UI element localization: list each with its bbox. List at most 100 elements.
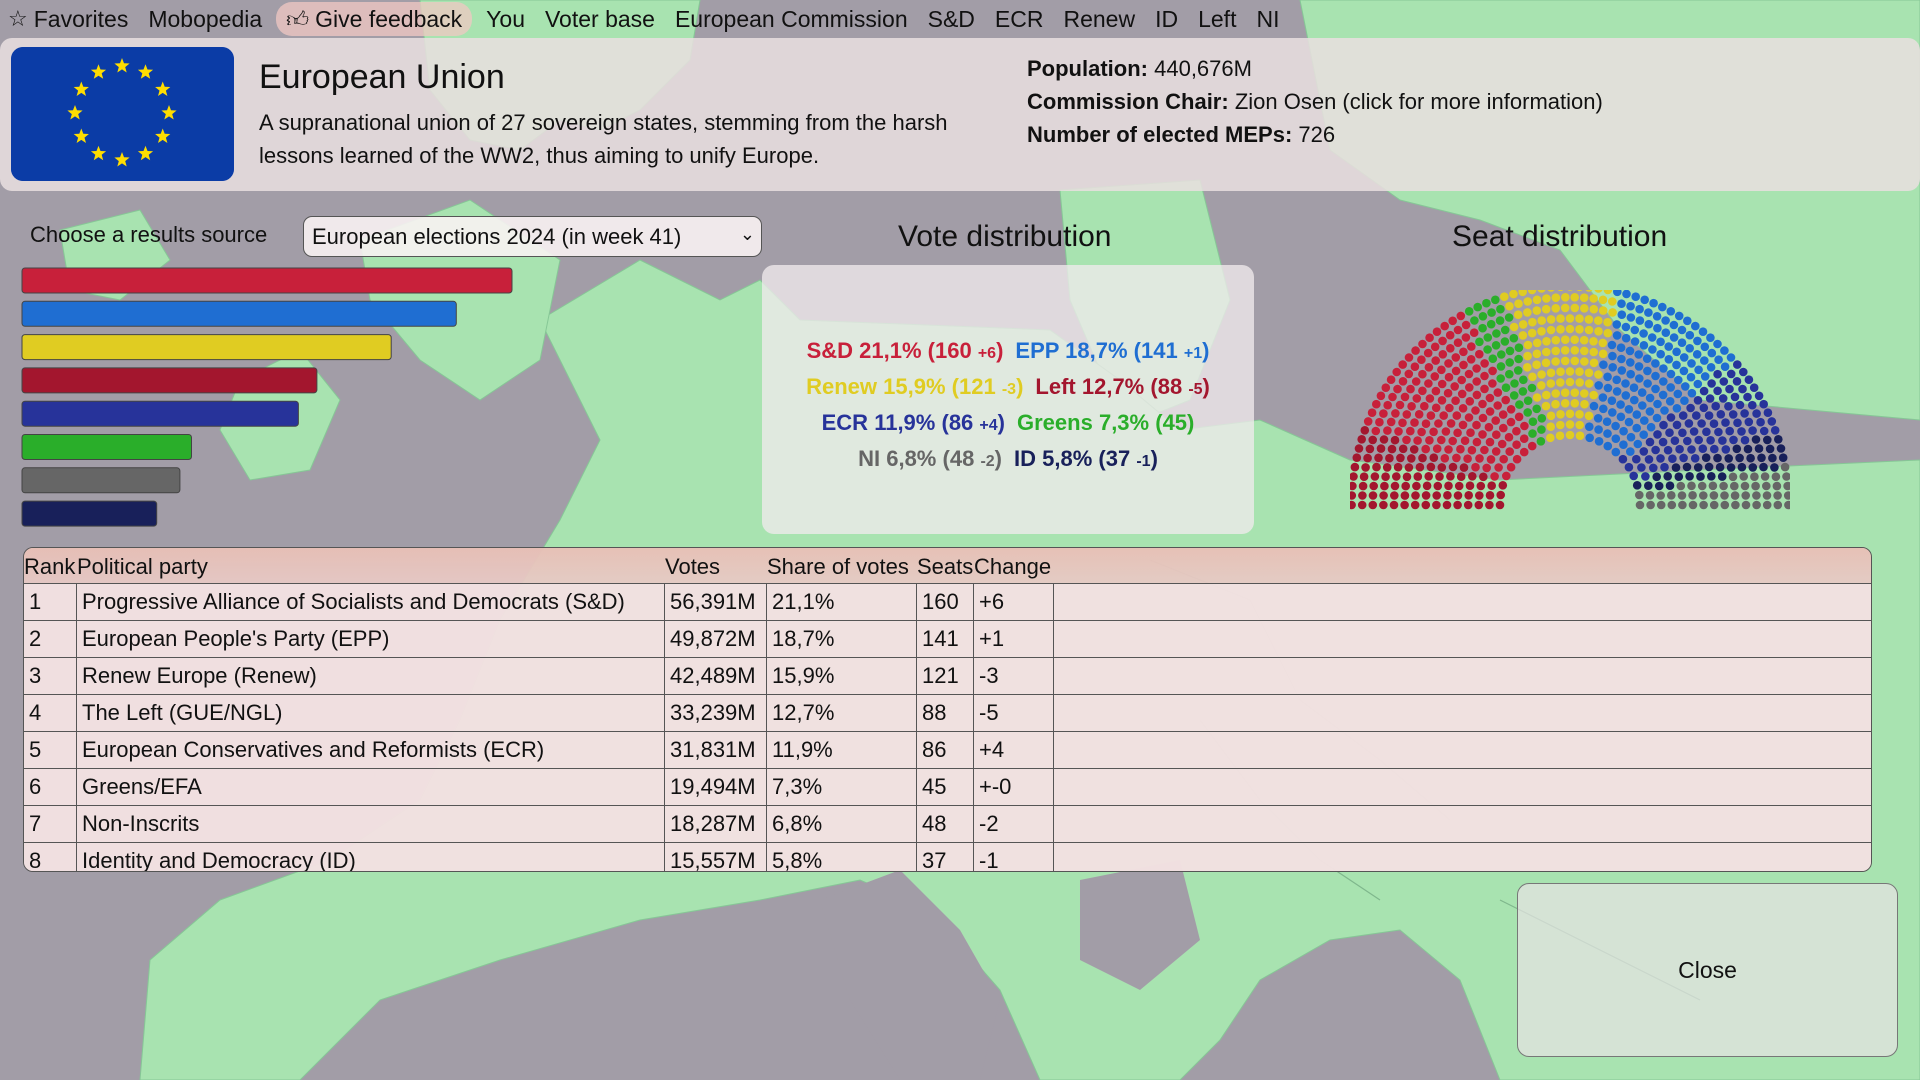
seat-epp — [1664, 342, 1673, 351]
table-row: 1 Progressive Alliance of Socialists and … — [24, 583, 1871, 620]
seat-sd — [1410, 418, 1419, 427]
seat-ecr — [1749, 383, 1759, 392]
seat-renew — [1560, 303, 1570, 313]
seat-left — [1381, 472, 1390, 481]
menu-favorites[interactable]: ☆ Favorites — [0, 2, 138, 36]
seat-renew — [1546, 368, 1556, 378]
menu-ecr[interactable]: ECR — [985, 2, 1054, 36]
seat-sd — [1519, 434, 1529, 443]
seat-renew — [1575, 325, 1584, 334]
seat-sd — [1457, 389, 1467, 399]
seat-sd — [1363, 417, 1373, 426]
vote-entry-party: ID — [1014, 446, 1036, 471]
seat-ecr — [1656, 454, 1665, 463]
seat-left — [1361, 463, 1370, 472]
meps-label: Number of elected MEPs: — [1027, 122, 1293, 147]
seat-ni — [1697, 481, 1707, 491]
seat-epp — [1656, 337, 1665, 347]
seat-renew — [1565, 430, 1575, 440]
seat-ecr — [1687, 445, 1696, 454]
vote-entry-party: S&D — [806, 338, 854, 363]
seat-sd — [1484, 422, 1494, 432]
seat-sd — [1465, 397, 1475, 406]
seat-epp — [1640, 295, 1649, 305]
seat-epp — [1639, 341, 1649, 350]
seat-renew — [1560, 346, 1570, 355]
seat-sd — [1506, 417, 1516, 427]
seat-renew — [1537, 327, 1546, 336]
seat-greens — [1492, 329, 1501, 338]
seat-left — [1398, 444, 1408, 454]
menu-european-commission[interactable]: European Commission — [665, 2, 918, 36]
menu-voter-base[interactable]: Voter base — [535, 2, 665, 36]
table-row: 4 The Left (GUE/NGL) 33,239M 12,7% 88 -5 — [24, 694, 1871, 731]
menu-id[interactable]: ID — [1145, 2, 1188, 36]
seat-epp — [1602, 417, 1612, 426]
seat-renew — [1551, 399, 1560, 409]
seat-sd — [1501, 395, 1510, 405]
seat-left — [1476, 481, 1486, 491]
results-source-select[interactable]: European elections 2024 (in week 41) ⌄ — [303, 216, 762, 257]
seat-ecr — [1651, 445, 1660, 455]
vote-entry: Renew 15,9% (121 -3) — [806, 374, 1024, 399]
seat-sd — [1431, 386, 1441, 396]
seat-epp — [1692, 350, 1702, 359]
seat-ecr — [1663, 445, 1673, 455]
seat-epp — [1645, 407, 1655, 416]
seat-epp — [1706, 363, 1716, 372]
seat-sd — [1372, 399, 1381, 409]
menu-sd[interactable]: S&D — [918, 2, 985, 36]
seat-sd — [1471, 462, 1480, 472]
seat-ecr — [1666, 413, 1676, 422]
seat-epp — [1629, 383, 1639, 392]
seat-renew — [1570, 388, 1580, 397]
commission-chair-row[interactable]: Commission Chair: Zion Osen (click for m… — [1027, 85, 1603, 118]
flag-star-icon — [155, 128, 171, 143]
menu-you[interactable]: You — [476, 2, 535, 36]
seat-epp — [1617, 310, 1627, 319]
seat-sd — [1430, 342, 1440, 352]
seat-sd — [1426, 411, 1436, 420]
seat-left — [1485, 500, 1494, 510]
seat-epp — [1672, 404, 1682, 413]
seat-renew — [1532, 360, 1541, 369]
menu-left[interactable]: Left — [1188, 2, 1246, 36]
menu-renew[interactable]: Renew — [1053, 2, 1145, 36]
seat-sd — [1443, 388, 1453, 398]
seat-epp — [1617, 354, 1626, 364]
seat-greens — [1473, 302, 1482, 312]
menu-mobopedia[interactable]: Mobopedia — [138, 2, 272, 36]
close-button[interactable]: Close — [1517, 883, 1898, 1057]
bar-left — [21, 367, 318, 394]
seat-sd — [1514, 412, 1524, 422]
seat-renew — [1546, 325, 1556, 335]
menu-left-label: Left — [1198, 5, 1237, 32]
seat-renew — [1565, 314, 1575, 323]
seat-renew — [1556, 314, 1565, 323]
menu-give-feedback[interactable]: 👍︎ Give feedback — [276, 2, 473, 36]
seat-renew — [1565, 377, 1575, 387]
seat-epp — [1714, 355, 1723, 364]
cell-change: -3 — [974, 658, 1054, 694]
seat-sd — [1488, 379, 1497, 388]
cell-party: European People's Party (EPP) — [77, 621, 665, 657]
seat-renew — [1579, 293, 1589, 302]
seat-sd — [1434, 419, 1443, 428]
seat-id — [1696, 472, 1705, 481]
seat-distribution-title: Seat distribution — [1452, 220, 1668, 253]
seat-ecr — [1737, 427, 1746, 436]
seat-greens — [1496, 362, 1506, 371]
cell-rank: 8 — [24, 843, 77, 871]
seat-epp — [1613, 290, 1622, 297]
chevron-down-icon: ⌄ — [739, 224, 755, 244]
seat-sd — [1504, 432, 1514, 442]
seat-greens — [1528, 429, 1537, 438]
seat-left — [1350, 481, 1357, 491]
menu-ni[interactable]: NI — [1246, 2, 1289, 36]
seat-left — [1468, 472, 1477, 481]
seat-epp — [1619, 426, 1628, 436]
seat-id — [1665, 481, 1675, 490]
seat-renew — [1532, 393, 1542, 402]
seat-sd — [1386, 375, 1396, 384]
seat-left — [1396, 453, 1405, 463]
